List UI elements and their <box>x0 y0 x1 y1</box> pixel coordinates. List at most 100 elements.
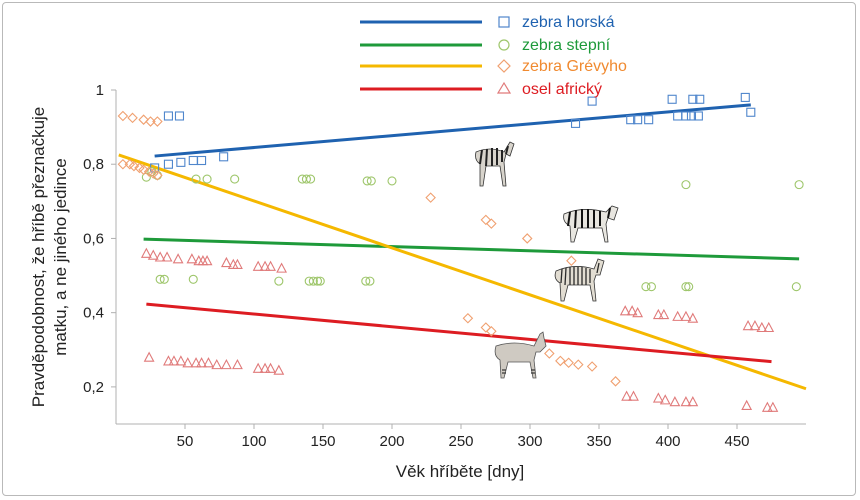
y-tick-label: 0,8 <box>83 156 104 173</box>
data-point-triangle <box>652 392 664 403</box>
data-point-square <box>681 111 691 121</box>
data-point-triangle <box>140 247 152 258</box>
data-point-square <box>219 152 229 162</box>
data-point-triangle <box>265 362 276 373</box>
data-point-diamond <box>610 376 621 387</box>
y-tick-label: 0,4 <box>83 305 104 322</box>
data-point-triangle <box>186 253 198 264</box>
data-point-square <box>176 157 186 167</box>
data-point-triangle <box>767 401 779 412</box>
data-point-diamond <box>544 348 555 359</box>
data-point-triangle <box>168 355 180 366</box>
data-point-diamond <box>127 112 138 124</box>
data-point-square <box>695 94 705 104</box>
data-point-square <box>626 115 636 125</box>
data-point-diamond <box>573 359 584 370</box>
data-point-diamond <box>145 116 156 127</box>
data-point-diamond <box>117 110 129 122</box>
data-point-triangle <box>147 249 159 260</box>
data-point-circle <box>188 274 198 284</box>
data-point-circle <box>387 176 397 186</box>
data-point-triangle <box>742 319 754 331</box>
data-point-diamond <box>152 170 163 181</box>
data-point-diamond <box>480 214 492 226</box>
data-point-triangle <box>680 310 692 321</box>
data-point-triangle <box>687 312 699 323</box>
data-point-circle <box>684 282 694 292</box>
data-point-square <box>174 111 185 121</box>
data-point-circle <box>361 276 371 286</box>
data-point-circle <box>155 274 165 284</box>
data-point-triangle <box>619 305 631 316</box>
data-point-circle <box>362 176 372 186</box>
x-tick-label: 450 <box>724 433 749 450</box>
data-point-circle <box>366 176 376 186</box>
data-point-diamond <box>486 325 497 337</box>
data-point-diamond <box>586 361 598 372</box>
data-point-circle <box>365 276 375 286</box>
legend-label-horska: zebra horská <box>522 14 615 31</box>
data-point-triangle <box>182 357 194 368</box>
data-point-square <box>667 94 677 104</box>
data-point-triangle <box>252 260 264 271</box>
mountain-zebra-photo <box>475 141 515 187</box>
data-point-diamond <box>462 312 474 324</box>
data-point-diamond <box>480 322 492 333</box>
data-point-triangle <box>143 351 155 362</box>
data-point-triangle <box>161 251 173 262</box>
legend-label-stepni: zebra stepní <box>522 37 611 54</box>
data-point-triangle <box>628 390 639 401</box>
data-point-circle <box>191 174 201 184</box>
data-point-circle <box>646 282 656 292</box>
data-point-diamond <box>128 160 140 172</box>
diamond-marker-icon <box>497 59 511 73</box>
data-point-triangle <box>232 358 243 370</box>
data-point-square <box>587 96 597 106</box>
data-point-triangle <box>203 357 214 368</box>
x-tick-label: 100 <box>241 433 266 450</box>
data-point-circle <box>791 282 801 292</box>
data-point-triangle <box>154 251 166 262</box>
y-axis-label-line1: Pravděpodobnost, že hříbě přeznačkuje <box>29 107 48 408</box>
data-point-triangle <box>273 364 285 375</box>
data-point-triangle <box>265 260 276 271</box>
data-point-circle <box>681 180 691 190</box>
data-point-triangle <box>220 358 232 370</box>
square-marker-icon <box>498 16 510 28</box>
data-point-square <box>188 155 198 166</box>
data-point-triangle <box>632 306 644 318</box>
data-point-triangle <box>652 308 664 320</box>
african-wild-ass-photo <box>494 331 547 379</box>
data-point-triangle <box>259 260 271 271</box>
y-tick-label: 0,6 <box>83 230 104 247</box>
x-tick-label: 250 <box>448 433 473 450</box>
data-point-triangle <box>626 305 638 316</box>
data-point-circle <box>681 282 691 292</box>
triangle-marker-icon <box>496 81 512 94</box>
data-point-triangle <box>220 256 232 268</box>
data-point-triangle <box>658 308 670 320</box>
data-point-triangle <box>232 258 243 269</box>
data-point-circle <box>301 174 311 184</box>
data-point-triangle <box>763 321 775 333</box>
data-point-diamond <box>486 218 497 229</box>
data-point-circle <box>794 180 804 190</box>
y-axis-label-line2: matku, a ne jiného jedince <box>51 158 70 356</box>
data-point-diamond <box>152 116 163 127</box>
data-point-diamond <box>138 164 149 176</box>
legend-label-osel: osel africký <box>522 81 602 98</box>
data-point-triangle <box>687 396 699 407</box>
x-tick-label: 350 <box>586 433 611 450</box>
data-point-square <box>633 115 643 125</box>
legend: zebra horská zebra stepní zebra Grévyho … <box>360 14 627 98</box>
fit-line-circle <box>143 237 800 261</box>
data-point-circle <box>274 276 284 286</box>
data-point-square <box>688 94 698 104</box>
data-point-triangle <box>175 355 187 366</box>
data-point-square <box>570 118 581 128</box>
data-point-triangle <box>172 253 184 264</box>
data-point-square <box>163 111 173 121</box>
fit-line-diamond <box>118 153 807 391</box>
